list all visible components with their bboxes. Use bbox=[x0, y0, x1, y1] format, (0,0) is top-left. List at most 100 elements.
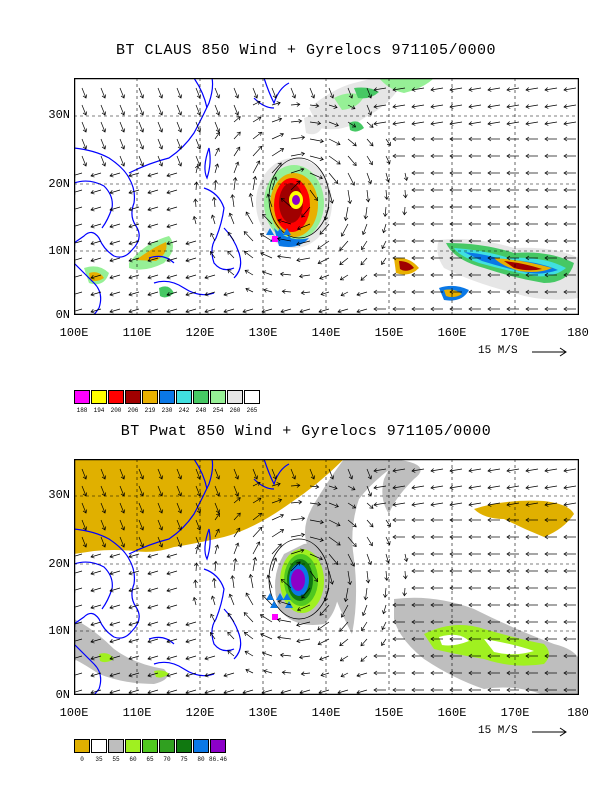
wind-arrow bbox=[147, 172, 159, 177]
wind-arrowhead bbox=[411, 468, 416, 473]
wind-arrowhead bbox=[392, 255, 397, 261]
wind-arrowhead bbox=[296, 102, 301, 107]
wind-arrowhead bbox=[82, 128, 88, 133]
wind-arrowhead bbox=[339, 642, 344, 647]
wind-arrowhead bbox=[185, 274, 190, 280]
wind-arrowhead bbox=[258, 512, 263, 517]
wind-arrowhead bbox=[139, 162, 145, 167]
wind-arrowhead bbox=[82, 509, 88, 514]
wind-arrow bbox=[271, 148, 284, 157]
legend-swatch bbox=[125, 390, 141, 404]
wind-arrow bbox=[128, 240, 140, 245]
legend-label: 188 bbox=[76, 407, 88, 414]
wind-arrowhead bbox=[386, 160, 391, 165]
panel1-title: BT CLAUS 850 Wind + Gyrelocs 971105/0000 bbox=[115, 42, 497, 59]
wind-arrowhead bbox=[139, 111, 145, 116]
wind-arrowhead bbox=[298, 118, 303, 124]
wind-arrow bbox=[252, 482, 261, 487]
wind-arrow bbox=[74, 240, 83, 244]
wind-arrowhead bbox=[411, 687, 416, 693]
wind-arrow bbox=[271, 483, 281, 487]
wind-arrowhead bbox=[109, 672, 114, 678]
wind-arrowhead bbox=[177, 526, 183, 531]
wind-arrowhead bbox=[373, 653, 378, 659]
wind-arrowhead bbox=[196, 145, 202, 150]
wind-arrow bbox=[347, 104, 356, 109]
wind-arrowhead bbox=[196, 475, 202, 480]
wind-arrowhead bbox=[235, 542, 240, 547]
wind-arrowhead bbox=[506, 468, 511, 473]
wind-arrow bbox=[411, 502, 425, 506]
wind-arrow bbox=[128, 672, 140, 677]
wind-arrowhead bbox=[147, 274, 152, 280]
wind-arrow bbox=[227, 232, 235, 242]
wind-arrowhead bbox=[506, 187, 511, 193]
wind-arrow bbox=[385, 519, 391, 527]
wind-arrow bbox=[290, 534, 305, 538]
wind-arrowhead bbox=[525, 136, 530, 142]
wind-arrowhead bbox=[449, 170, 454, 176]
wind-arrowhead bbox=[210, 613, 215, 618]
wind-arrowhead bbox=[381, 260, 386, 265]
wind-arrowhead bbox=[101, 475, 107, 480]
wind-arrowhead bbox=[277, 498, 283, 503]
wind-arrowhead bbox=[120, 162, 126, 167]
wind-arrowhead bbox=[128, 223, 133, 229]
wind-arrow bbox=[381, 257, 387, 265]
wind-arrowhead bbox=[147, 587, 152, 593]
wind-arrow bbox=[109, 291, 121, 296]
legend-swatch bbox=[74, 739, 90, 753]
wind-arrowhead bbox=[373, 485, 378, 490]
wind-arrow bbox=[383, 604, 387, 614]
wind-arrowhead bbox=[262, 213, 267, 218]
wind-arrowhead bbox=[277, 117, 283, 122]
wind-arrow bbox=[81, 468, 87, 480]
wind-arrowhead bbox=[223, 291, 228, 297]
wind-arrowhead bbox=[506, 204, 511, 210]
wind-arrowhead bbox=[411, 485, 416, 490]
wind-arrow bbox=[319, 604, 330, 616]
wind-arrow bbox=[277, 600, 292, 606]
wind-arrowhead bbox=[373, 502, 378, 507]
wind-arrowhead bbox=[147, 291, 152, 297]
wind-arrowhead bbox=[90, 206, 95, 212]
wind-arrowhead bbox=[128, 621, 133, 627]
wind-arrowhead bbox=[411, 153, 416, 159]
wind-arrowhead bbox=[487, 136, 492, 142]
wind-arrow bbox=[430, 468, 444, 472]
wind-arrow bbox=[204, 291, 216, 296]
wind-arrow bbox=[90, 257, 102, 262]
wind-arrow bbox=[277, 255, 292, 259]
wind-arrowhead bbox=[411, 636, 416, 642]
wind-arrow bbox=[233, 116, 241, 123]
wind-arrowhead bbox=[506, 136, 511, 142]
wind-arrow bbox=[109, 621, 121, 626]
wind-arrowhead bbox=[352, 504, 357, 509]
wind-arrow bbox=[176, 519, 182, 531]
wind-arrow bbox=[74, 223, 83, 227]
panel2-svg bbox=[74, 459, 579, 695]
wind-arrow bbox=[290, 468, 296, 480]
legend-label: 55 bbox=[112, 756, 120, 763]
wind-arrowhead bbox=[411, 568, 416, 574]
wind-arrow bbox=[166, 689, 178, 694]
wind-arrow bbox=[128, 274, 140, 279]
wind-arrow bbox=[109, 206, 121, 211]
wind-arrowhead bbox=[166, 638, 171, 644]
wind-arrow bbox=[195, 165, 199, 174]
wind-arrowhead bbox=[487, 602, 492, 608]
wind-arrowhead bbox=[315, 484, 320, 489]
wind-arrowhead bbox=[468, 568, 473, 574]
wind-arrow bbox=[362, 223, 368, 235]
wind-arrowhead bbox=[227, 612, 232, 617]
wind-arrowhead bbox=[392, 670, 397, 676]
wind-arrowhead bbox=[329, 475, 335, 480]
wind-arrowhead bbox=[544, 636, 549, 642]
wind-arrowhead bbox=[223, 672, 228, 678]
wind-arrow bbox=[328, 570, 333, 585]
wind-arrowhead bbox=[253, 94, 259, 99]
legend-label: 35 bbox=[95, 756, 103, 763]
legend-swatch bbox=[210, 390, 226, 404]
wind-arrowhead bbox=[245, 211, 250, 216]
wind-arrow bbox=[525, 104, 539, 108]
